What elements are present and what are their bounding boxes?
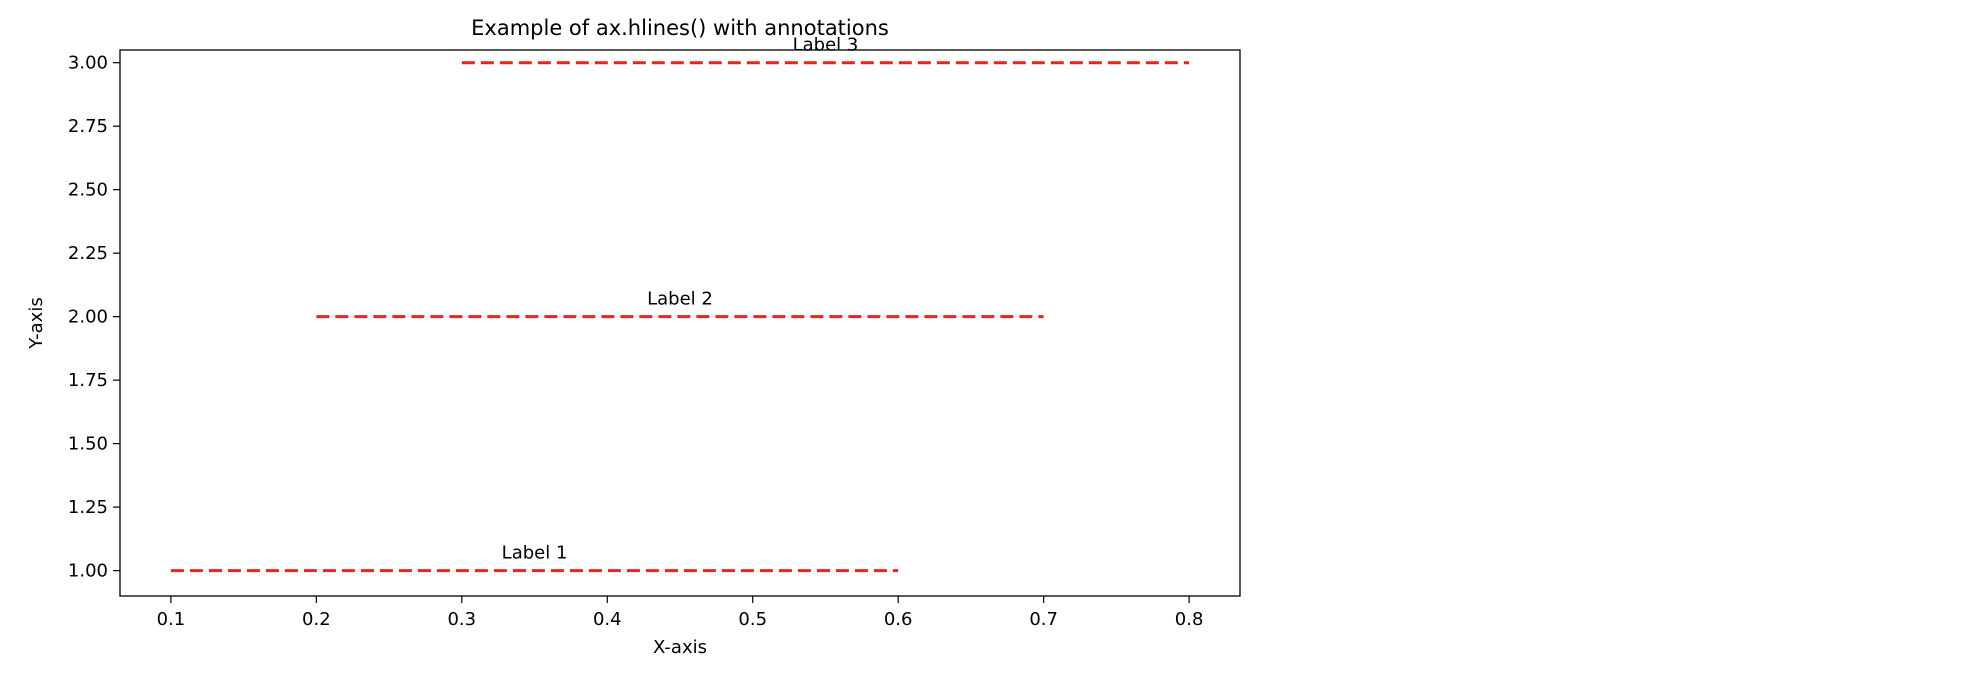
y-axis-label: Y-axis [26,297,47,349]
x-tick-label: 0.6 [884,609,913,630]
x-tick-label: 0.8 [1175,609,1204,630]
x-tick-label: 0.7 [1029,609,1058,630]
y-tick-label: 1.25 [68,497,108,518]
x-tick-label: 0.5 [738,609,767,630]
x-tick-label: 0.3 [447,609,476,630]
chart-title: Example of ax.hlines() with annotations [471,16,889,40]
x-tick-label: 0.4 [593,609,622,630]
y-tick-label: 2.00 [68,307,108,328]
x-tick-label: 0.2 [302,609,331,630]
y-tick-label: 1.75 [68,370,108,391]
annotation-label: Label 1 [502,543,568,564]
y-tick-label: 2.25 [68,243,108,264]
x-axis-label: X-axis [653,637,707,658]
y-axis: 1.00 1.25 1.50 1.75 2.00 2.25 2.50 2.75 3.00 [68,53,120,582]
axes-frame [119,49,1241,597]
x-tick-label: 0.1 [157,609,186,630]
y-tick-label: 2.50 [68,180,108,201]
y-tick-label: 1.50 [68,434,108,455]
x-axis: 0.1 0.2 0.3 0.4 0.5 0.6 0.7 0.8 [157,596,1204,630]
y-tick-label: 2.75 [68,116,108,137]
y-tick-label: 3.00 [68,53,108,74]
annotation-label: Label 2 [647,289,713,310]
y-tick-label: 1.00 [68,561,108,582]
